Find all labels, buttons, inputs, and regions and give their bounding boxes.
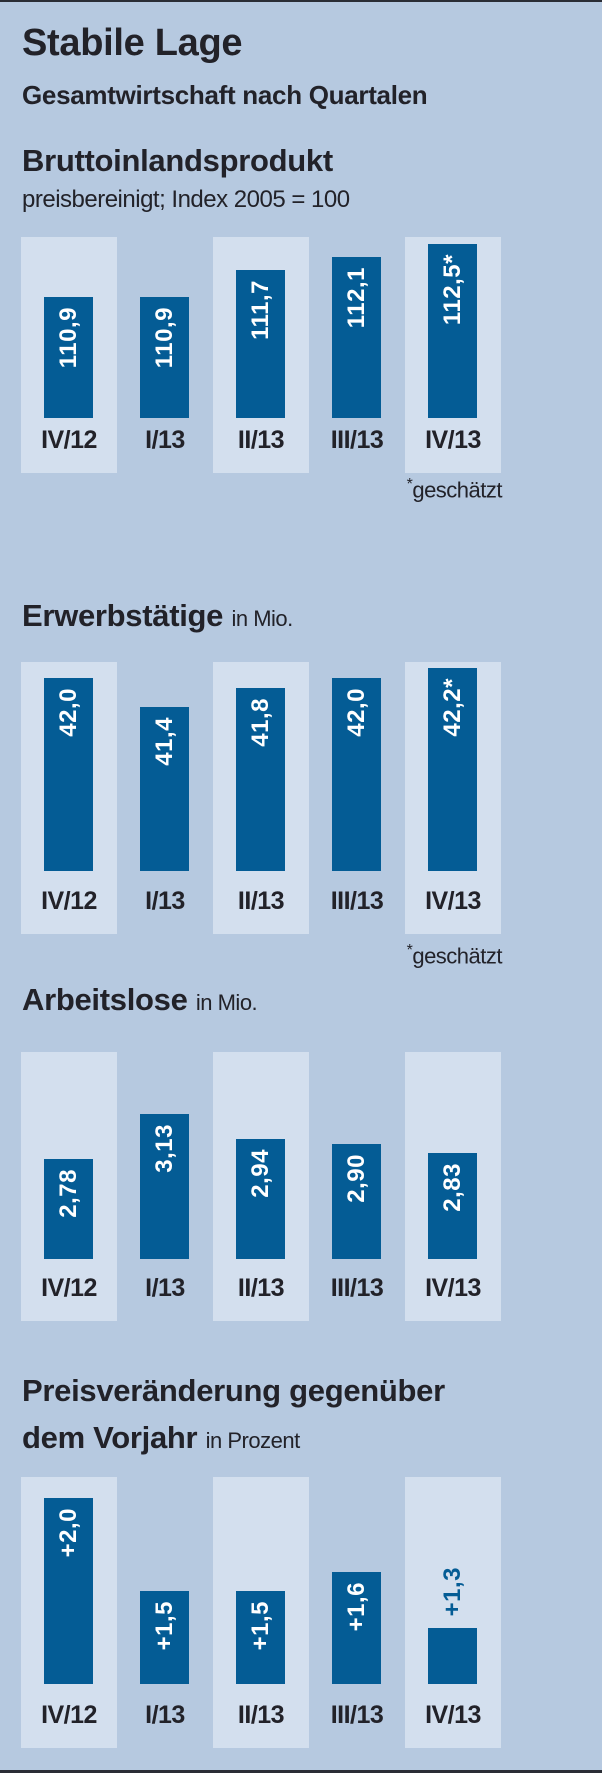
chart-1-category-label: IV/12 bbox=[41, 426, 97, 454]
chart-4-category-label: III/13 bbox=[330, 1701, 384, 1729]
chart-2-bar bbox=[428, 668, 477, 871]
chart-3-unit: in Mio. bbox=[195, 990, 258, 1015]
chart-3-value-label: 2,94 bbox=[247, 1148, 274, 1198]
chart-2-bar bbox=[236, 687, 285, 871]
chart-2-value-label: 42,2* bbox=[439, 678, 466, 737]
chart-1-value-label: 110,9 bbox=[151, 306, 178, 369]
bottom-rule bbox=[0, 1770, 602, 1773]
chart-3-category-label: IV/13 bbox=[425, 1274, 481, 1302]
chart-2-title: Erwerbstätige in Mio. bbox=[22, 598, 293, 634]
chart-1-subtitle: preisbereinigt; Index 2005 = 100 bbox=[22, 186, 350, 213]
chart-2-value-label: 41,8 bbox=[247, 697, 274, 747]
chart-2-value-label: 42,0 bbox=[55, 688, 82, 737]
chart-1-value-label: 111,7 bbox=[247, 280, 274, 341]
chart-4-bar bbox=[236, 1591, 285, 1684]
chart-1-value-label: 110,9 bbox=[55, 306, 82, 369]
chart-1-bar bbox=[44, 296, 93, 418]
chart-4-value-label: +2,0 bbox=[55, 1508, 82, 1558]
chart-4-unit: in Prozent bbox=[205, 1428, 301, 1453]
chart-1-bar bbox=[140, 296, 189, 418]
page-title: Stabile Lage bbox=[22, 22, 243, 64]
note-text: geschätzt bbox=[412, 477, 502, 503]
chart-1-value-label: 112,5* bbox=[439, 253, 466, 325]
chart-1-category-label: III/13 bbox=[330, 426, 384, 454]
top-rule bbox=[0, 0, 602, 2]
chart-2-category-label: I/13 bbox=[145, 887, 185, 915]
chart-1-category-label: IV/13 bbox=[425, 426, 481, 454]
chart-4-category-label: I/13 bbox=[145, 1701, 185, 1729]
chart-4-bar bbox=[332, 1572, 381, 1684]
chart-4-value-label: +1,3 bbox=[439, 1567, 466, 1617]
chart-3-category-label: III/13 bbox=[330, 1274, 384, 1302]
chart-2-note: *geschätzt bbox=[406, 942, 503, 969]
chart-4-value-label: +1,5 bbox=[151, 1601, 178, 1651]
chart-1-bar bbox=[236, 270, 285, 418]
chart-1-title: Bruttoinlandsprodukt bbox=[22, 143, 333, 178]
chart-3-bar bbox=[140, 1114, 189, 1259]
chart-1-bar bbox=[428, 243, 477, 418]
chart-2-value-label: 41,4 bbox=[151, 716, 178, 766]
chart-1-value-label: 112,1 bbox=[343, 267, 370, 329]
chart-2-category-label: II/13 bbox=[237, 887, 285, 915]
chart-3-value-label: 2,78 bbox=[55, 1169, 82, 1218]
chart-4-panel bbox=[405, 1477, 501, 1748]
chart-2-bar bbox=[332, 678, 381, 871]
chart-3-title: Arbeitslose in Mio. bbox=[22, 982, 258, 1018]
chart-4-value-label: +1,6 bbox=[343, 1582, 370, 1632]
chart-2-unit: in Mio. bbox=[231, 606, 293, 631]
chart-2-bar bbox=[44, 678, 93, 871]
chart-3-bar bbox=[44, 1159, 93, 1259]
chart-2-value-label: 42,0 bbox=[343, 688, 370, 737]
chart-4-title-text: dem Vorjahr bbox=[22, 1420, 198, 1455]
chart-2-category-label: IV/13 bbox=[425, 887, 481, 915]
chart-3-category-label: IV/12 bbox=[41, 1274, 97, 1302]
note-text: geschätzt bbox=[412, 943, 502, 969]
chart-3-bar bbox=[332, 1143, 381, 1259]
chart-1-category-label: I/13 bbox=[145, 426, 185, 454]
chart-4-title: Preisveränderung gegenüber bbox=[22, 1373, 445, 1408]
chart-1-category-label: II/13 bbox=[237, 426, 285, 454]
chart-4-bar bbox=[428, 1628, 477, 1684]
chart-2-title-text: Erwerbstätige bbox=[22, 598, 224, 633]
chart-4-title-line2: dem Vorjahr in Prozent bbox=[22, 1420, 300, 1456]
chart-4-bar bbox=[140, 1591, 189, 1684]
chart-3-value-label: 3,13 bbox=[151, 1124, 178, 1174]
note-mark: * bbox=[406, 476, 413, 493]
chart-3-category-label: I/13 bbox=[145, 1274, 185, 1302]
chart-3-bar bbox=[236, 1138, 285, 1259]
chart-4-category-label: IV/13 bbox=[425, 1701, 481, 1729]
note-mark: * bbox=[406, 942, 413, 959]
chart-4-category-label: II/13 bbox=[237, 1701, 285, 1729]
chart-1-bar bbox=[332, 257, 381, 418]
chart-3-bar bbox=[428, 1152, 477, 1259]
chart-4-bar bbox=[44, 1498, 93, 1684]
chart-3-value-label: 2,90 bbox=[343, 1153, 370, 1203]
chart-2-category-label: III/13 bbox=[330, 887, 384, 915]
chart-1-note: *geschätzt bbox=[406, 476, 503, 503]
chart-2-category-label: IV/12 bbox=[41, 887, 97, 915]
page-subtitle: Gesamtwirtschaft nach Quartalen bbox=[22, 80, 428, 110]
chart-2-bar bbox=[140, 706, 189, 871]
chart-4-value-label: +1,5 bbox=[247, 1601, 274, 1651]
chart-3-value-label: 2,83 bbox=[439, 1162, 466, 1212]
chart-3-title-text: Arbeitslose bbox=[22, 982, 188, 1017]
chart-4-category-label: IV/12 bbox=[41, 1701, 97, 1729]
chart-3-category-label: II/13 bbox=[237, 1274, 285, 1302]
